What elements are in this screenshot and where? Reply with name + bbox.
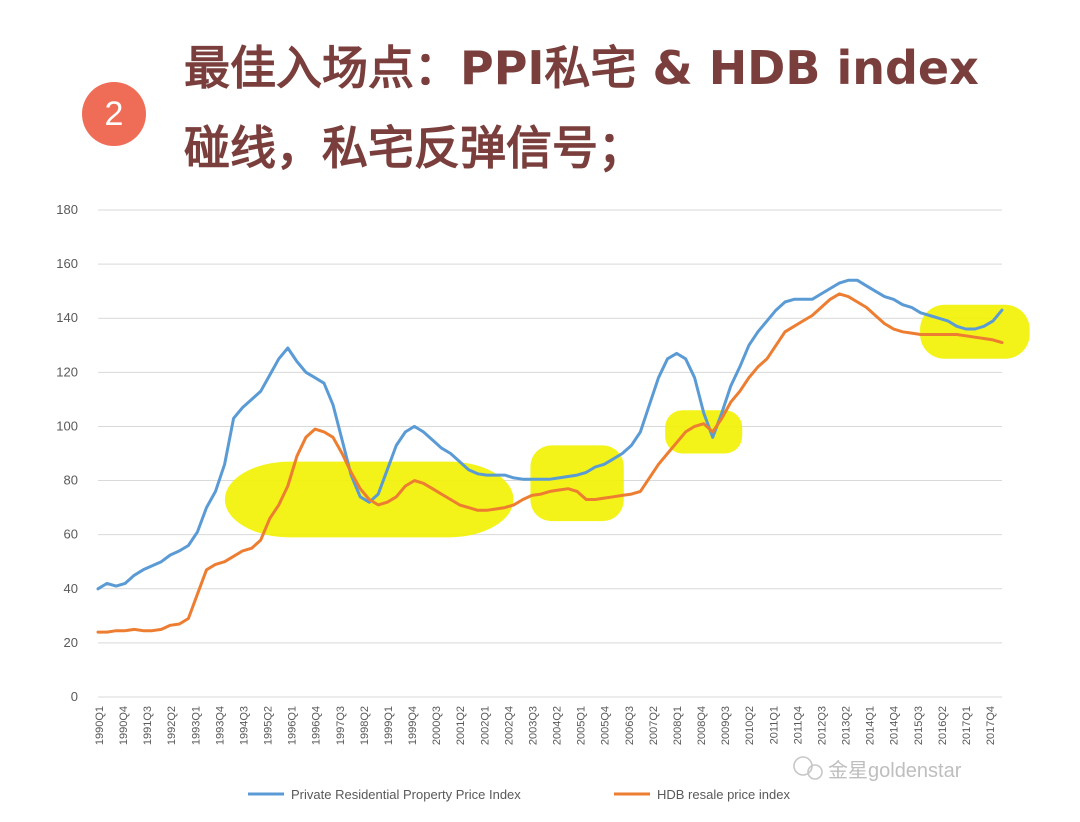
x-tick-label: 2013Q2 [841, 706, 853, 745]
legend-label-ppi: Private Residential Property Price Index [291, 787, 521, 802]
x-tick-label: 2015Q3 [913, 706, 925, 745]
x-tick-label: 2003Q3 [528, 706, 540, 745]
x-tick-label: 2010Q2 [744, 706, 756, 745]
y-tick-label: 60 [64, 527, 78, 542]
x-tick-label: 2011Q1 [768, 706, 780, 744]
x-tick-label: 2014Q1 [865, 706, 877, 745]
x-axis-tick-labels: 1990Q1 1990Q4 1991Q3 1992Q2 1993Q1 1993Q4 1994… [94, 706, 997, 745]
wechat-icon-bubble [807, 764, 823, 780]
x-tick-label: 1995Q2 [263, 706, 275, 745]
series-line-hdb [96, 292, 1004, 634]
x-tick-label: 2011Q4 [792, 706, 804, 744]
x-tick-label: 2008Q4 [696, 706, 708, 745]
y-tick-label: 20 [64, 635, 78, 650]
x-tick-label: 1998Q2 [359, 706, 371, 745]
y-tick-label: 80 [64, 473, 78, 488]
x-tick-label: 2001Q2 [455, 706, 467, 745]
watermark-text: 金星goldenstar [828, 759, 962, 782]
x-tick-label: 2005Q1 [576, 706, 588, 745]
x-tick-label: 1992Q2 [166, 706, 178, 745]
x-tick-label: 1994Q3 [239, 706, 251, 745]
x-tick-label: 2014Q4 [889, 706, 901, 745]
x-tick-label: 1999Q1 [383, 706, 395, 745]
x-tick-label: 2017Q4 [985, 706, 997, 745]
x-tick-label: 2017Q1 [961, 706, 973, 745]
x-tick-label: 2008Q1 [672, 706, 684, 745]
y-axis-tick-labels: 0 20 40 60 80 100 120 140 160 180 [56, 202, 78, 704]
x-tick-label: 2000Q3 [431, 706, 443, 745]
series-lines [96, 278, 1004, 634]
watermark: 金星goldenstar [793, 756, 962, 782]
y-tick-label: 0 [71, 689, 78, 704]
y-tick-label: 120 [56, 364, 78, 379]
x-tick-label: 2005Q4 [600, 706, 612, 745]
step-number-badge: 2 [82, 82, 146, 146]
y-tick-label: 180 [56, 202, 78, 217]
x-tick-label: 1990Q1 [94, 706, 106, 745]
x-tick-label: 1993Q4 [214, 706, 226, 745]
highlight-mark [530, 445, 624, 522]
wechat-icon [793, 756, 813, 776]
x-tick-label: 2002Q4 [503, 706, 515, 745]
y-tick-label: 160 [56, 256, 78, 271]
x-tick-label: 2009Q3 [720, 706, 732, 745]
x-tick-label: 1996Q4 [311, 706, 323, 745]
page-title-line-1: 最佳入场点：PPI私宅 & HDB index [184, 41, 979, 95]
x-tick-label: 1996Q1 [287, 706, 299, 745]
highlight-marks [224, 304, 1030, 538]
x-tick-label: 2004Q2 [552, 706, 564, 745]
x-tick-label: 2012Q3 [816, 706, 828, 745]
x-tick-label: 1990Q4 [118, 706, 130, 745]
x-tick-label: 1993Q1 [190, 706, 202, 745]
legend-label-hdb: HDB resale price index [657, 787, 790, 802]
x-tick-label: 1997Q3 [335, 706, 347, 745]
page-title-line-2: 碰线，私宅反弹信号； [184, 121, 644, 175]
x-tick-label: 2016Q2 [937, 706, 949, 745]
y-tick-label: 100 [56, 418, 78, 433]
legend: Private Residential Property Price Index… [248, 787, 790, 802]
x-tick-label: 1999Q4 [407, 706, 419, 745]
y-tick-label: 140 [56, 310, 78, 325]
x-tick-label: 1991Q3 [142, 706, 154, 745]
x-tick-label: 2002Q1 [479, 706, 491, 745]
series-line-ppi [96, 278, 1004, 591]
x-tick-label: 2007Q2 [648, 706, 660, 745]
highlight-mark [665, 410, 743, 454]
highlight-mark [920, 304, 1030, 359]
x-tick-label: 2006Q3 [624, 706, 636, 745]
y-tick-label: 40 [64, 581, 78, 596]
